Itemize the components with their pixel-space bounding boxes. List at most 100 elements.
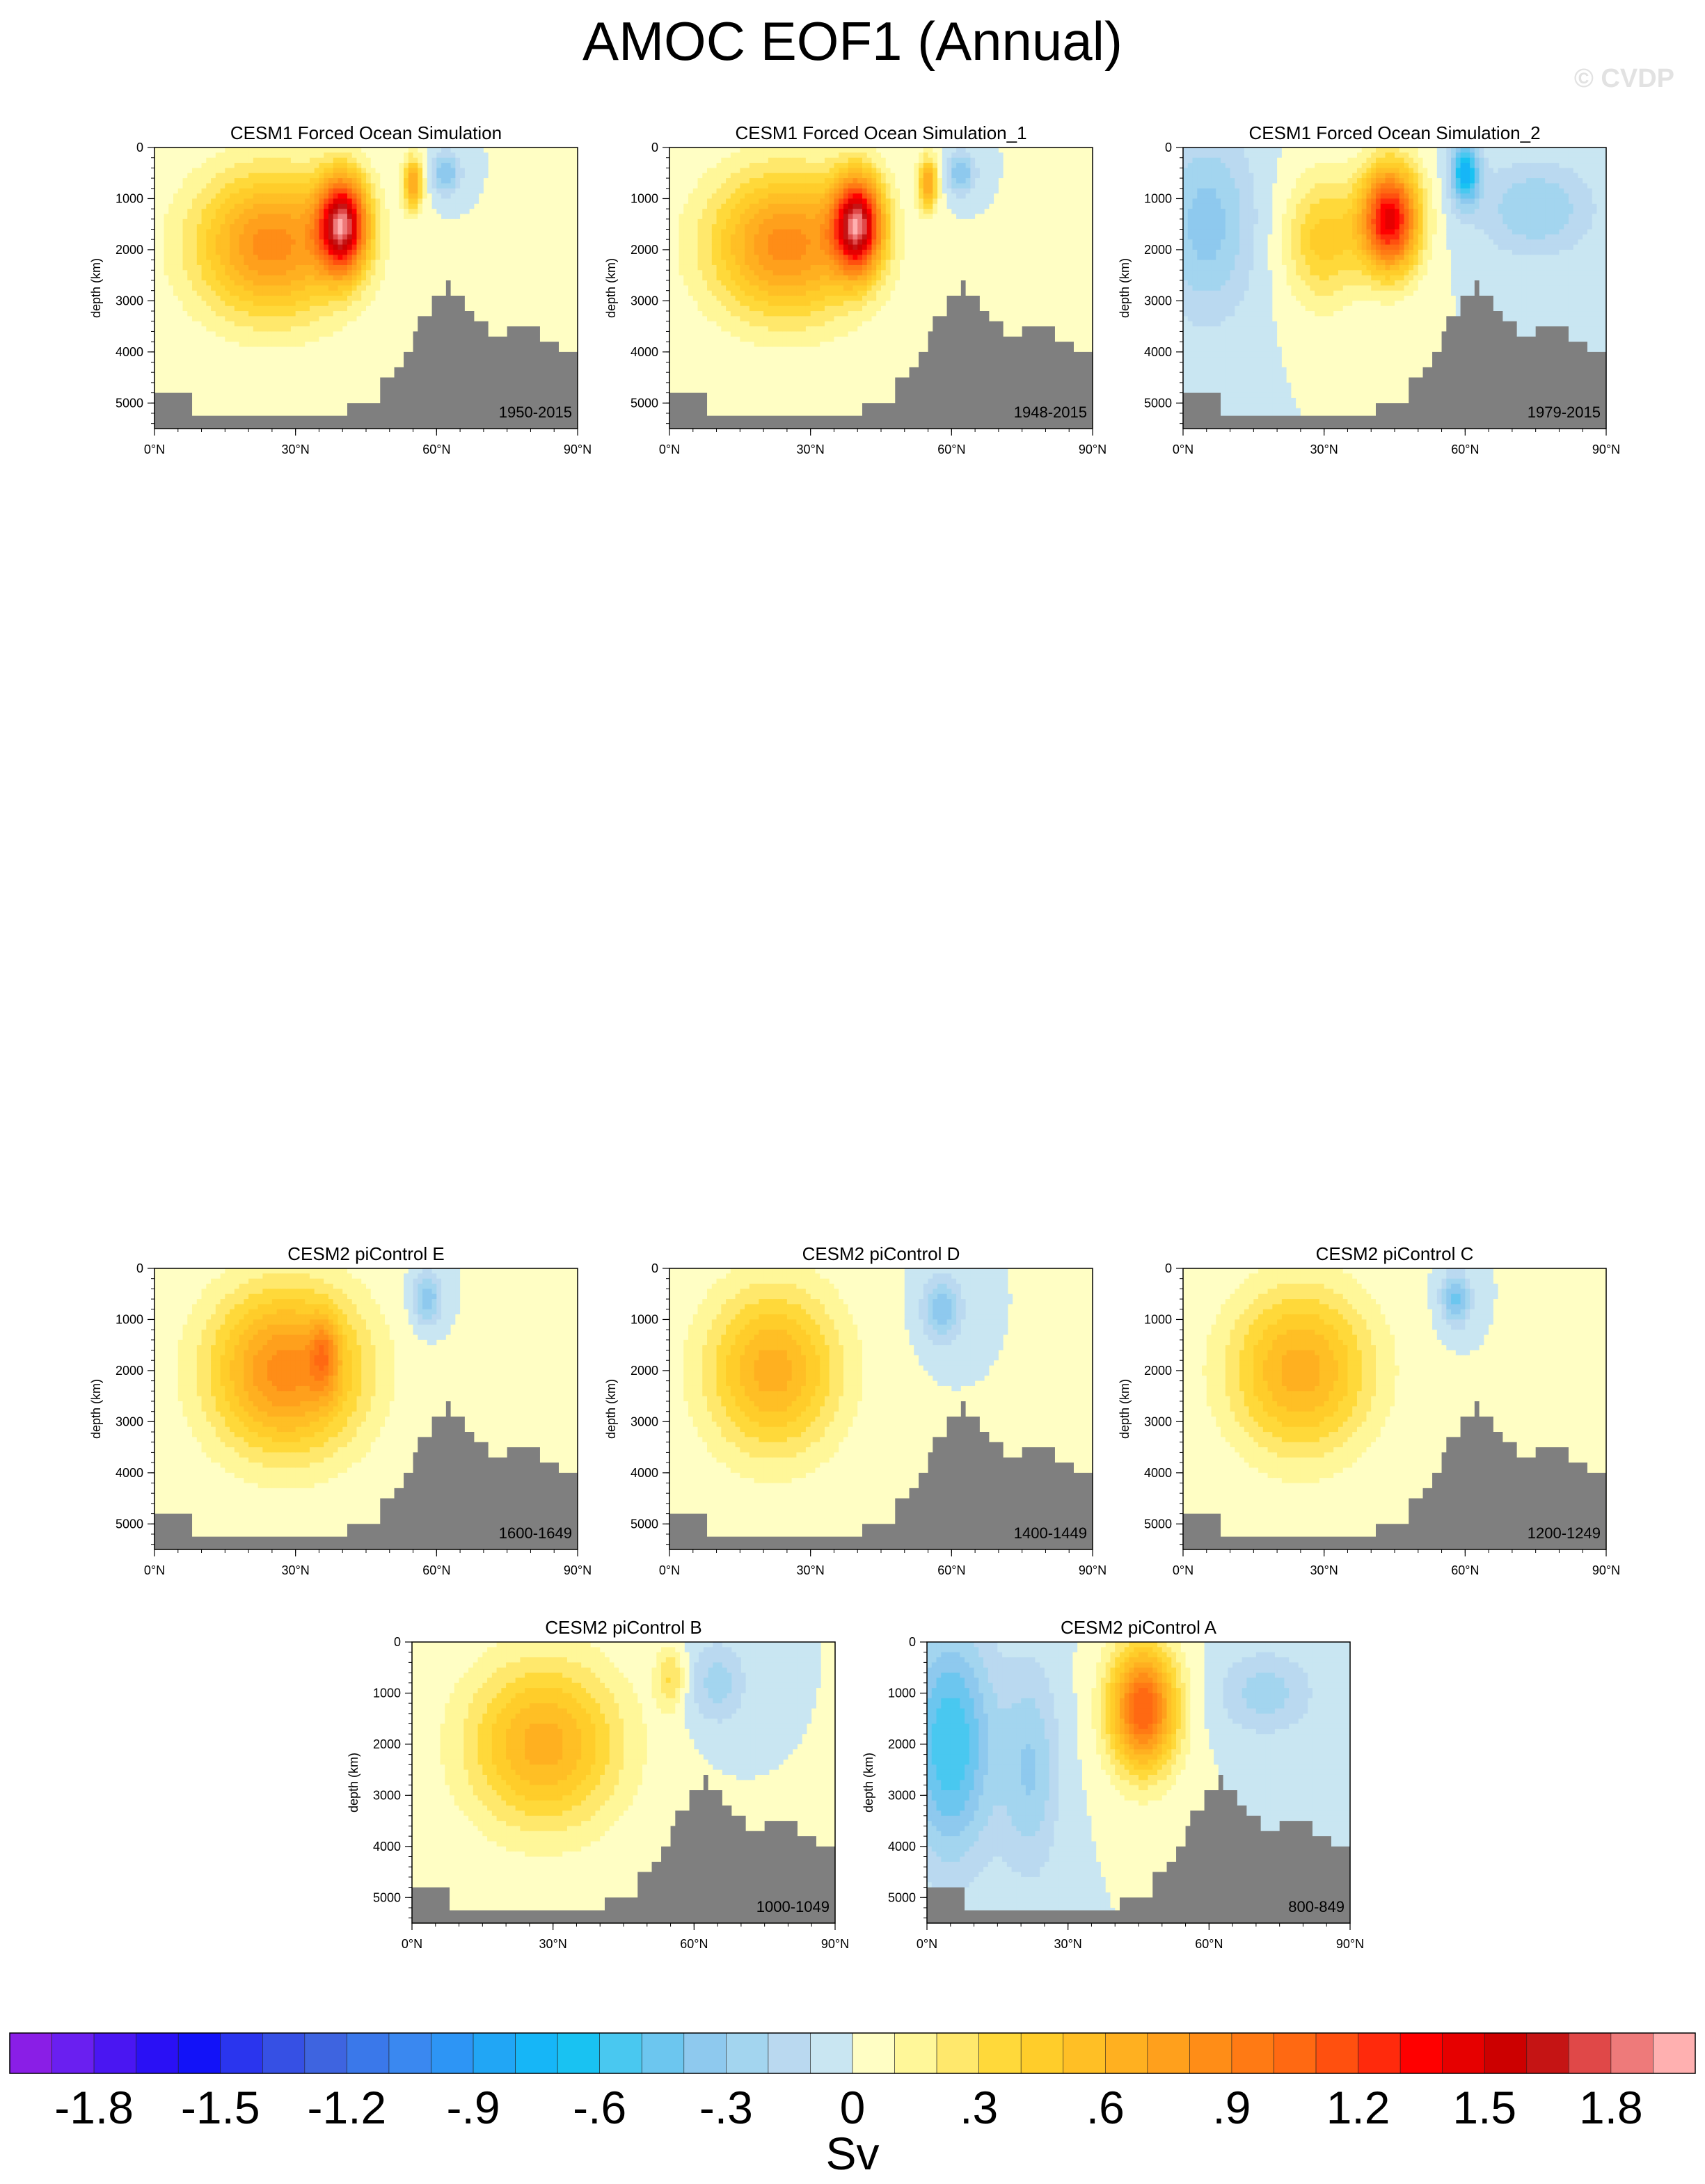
heatmap-cell — [295, 234, 301, 240]
heatmap-cell — [248, 311, 254, 317]
heatmap-cell — [549, 249, 555, 255]
heatmap-cell — [324, 336, 329, 342]
heatmap-cell — [319, 403, 324, 409]
heatmap-cell — [502, 275, 508, 281]
heatmap-cell — [408, 280, 414, 286]
heatmap-cell — [271, 203, 278, 209]
heatmap-cell — [455, 280, 461, 286]
heatmap-cell — [173, 264, 179, 271]
heatmap-cell — [295, 163, 301, 168]
heatmap-cell — [182, 367, 188, 373]
heatmap-cell — [356, 331, 362, 337]
heatmap-cell — [192, 408, 198, 414]
heatmap-cell — [389, 193, 395, 200]
heatmap-cell — [309, 388, 315, 394]
heatmap-cell — [196, 264, 203, 271]
heatmap-cell — [314, 301, 320, 307]
heatmap-cell — [488, 301, 493, 307]
heatmap-cell — [290, 275, 296, 281]
heatmap-cell — [525, 198, 532, 205]
heatmap-cell — [389, 326, 395, 333]
heatmap-cell — [234, 148, 240, 153]
heatmap-cell — [399, 260, 404, 266]
heatmap-cell — [431, 218, 437, 225]
heatmap-cell — [244, 382, 249, 388]
heatmap-cell — [370, 188, 376, 194]
heatmap-cell — [211, 362, 216, 368]
heatmap-cell — [370, 264, 376, 271]
heatmap-cell — [394, 270, 399, 276]
heatmap-cell — [493, 285, 498, 292]
y-tick-label: 2000 — [116, 243, 143, 257]
heatmap-cell — [347, 392, 353, 399]
heatmap-cell — [347, 346, 353, 353]
heatmap-cell — [196, 183, 203, 189]
heatmap-cell — [276, 264, 282, 271]
heatmap-cell — [404, 198, 409, 205]
heatmap-cell — [563, 234, 569, 240]
heatmap-cell — [234, 234, 240, 240]
heatmap-cell — [290, 336, 296, 342]
heatmap-cell — [328, 264, 334, 271]
heatmap-cell — [530, 296, 536, 301]
heatmap-cell — [201, 357, 207, 363]
heatmap-cell — [488, 168, 493, 174]
heatmap-cell — [281, 193, 287, 200]
heatmap-cell — [488, 321, 493, 327]
heatmap-cell — [404, 260, 409, 266]
heatmap-cell — [267, 336, 273, 342]
heatmap-cell — [328, 351, 334, 358]
heatmap-cell — [469, 173, 475, 179]
heatmap-cell — [333, 290, 339, 296]
heatmap-cell — [220, 193, 225, 200]
heatmap-cell — [248, 198, 254, 205]
heatmap-cell — [347, 285, 353, 292]
heatmap-cell — [558, 249, 564, 255]
heatmap-cell — [305, 234, 310, 240]
heatmap-cell — [389, 239, 395, 246]
heatmap-cell — [168, 239, 174, 246]
heatmap-cell — [177, 362, 184, 368]
heatmap-cell — [333, 316, 339, 322]
heatmap-cell — [441, 209, 447, 215]
heatmap-cell — [305, 270, 310, 276]
heatmap-cell — [314, 296, 320, 301]
heatmap-cell — [267, 152, 273, 159]
heatmap-cell — [441, 148, 447, 153]
heatmap-cell — [168, 336, 174, 342]
heatmap-cell — [173, 316, 179, 322]
heatmap-cell — [225, 392, 230, 399]
heatmap-cell — [502, 311, 508, 317]
heatmap-cell — [319, 275, 324, 281]
heatmap-cell — [239, 214, 244, 220]
heatmap-cell — [201, 296, 207, 301]
heatmap-cell — [445, 229, 452, 235]
heatmap-cell — [418, 173, 423, 179]
heatmap-cell — [206, 203, 212, 209]
heatmap-cell — [177, 249, 184, 255]
heatmap-cell — [342, 214, 348, 220]
heatmap-cell — [418, 157, 423, 164]
heatmap-cell — [413, 178, 418, 184]
heatmap-cell — [206, 198, 212, 205]
heatmap-cell — [399, 224, 404, 230]
heatmap-cell — [479, 203, 484, 209]
heatmap-cell — [215, 388, 221, 394]
heatmap-cell — [460, 234, 466, 240]
heatmap-cell — [276, 218, 282, 225]
heatmap-cell — [187, 178, 193, 184]
heatmap-cell — [394, 357, 399, 363]
heatmap-cell — [544, 173, 550, 179]
heatmap-cell — [488, 157, 493, 164]
heatmap-cell — [507, 173, 513, 179]
heatmap-cell — [394, 234, 399, 240]
heatmap-cell — [375, 275, 381, 281]
heatmap-cell — [257, 198, 263, 205]
heatmap-cell — [385, 285, 390, 292]
heatmap-cell — [422, 275, 428, 281]
heatmap-cell — [347, 275, 353, 281]
heatmap-cell — [182, 168, 188, 174]
heatmap-cell — [192, 209, 198, 215]
heatmap-cell — [342, 408, 348, 414]
heatmap-cell — [267, 362, 273, 368]
